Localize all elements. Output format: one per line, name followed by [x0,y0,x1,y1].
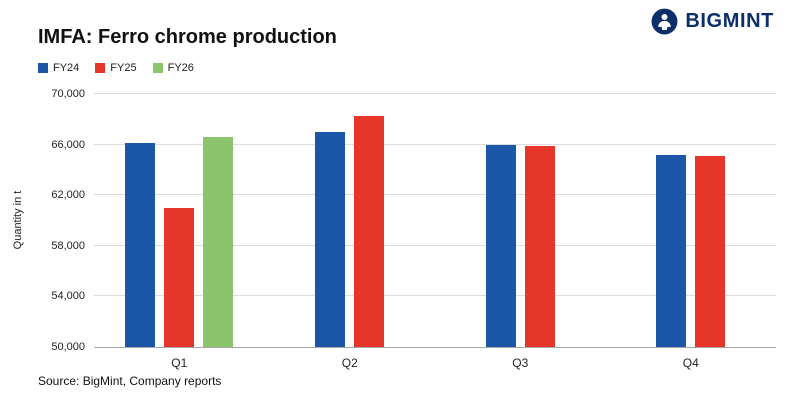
bar-fy24-q3 [485,144,516,347]
bar-fy24-q2 [315,131,346,347]
gridline [94,194,776,196]
y-axis-label: Quantity in t [12,190,24,250]
bar-group-q4 [606,94,777,347]
legend-swatch-fy26 [152,63,163,73]
x-axis: Q1 Q2 Q3 Q4 [94,356,776,370]
plot-area: 50,000 54,000 58,000 62,000 66,000 70,000 [51,88,776,353]
y-axis-tick: 58,000 [51,239,85,252]
x-axis-tick-q2: Q2 [341,356,358,370]
legend-item-fy25: FY25 [95,62,137,74]
legend-label-fy24: FY24 [53,62,80,74]
gridline [94,93,776,94]
bar-fy24-q4 [656,154,687,347]
chart-title: IMFA: Ferro chrome production [38,26,337,48]
legend-label-fy25: FY25 [110,62,137,74]
legend-item-fy26: FY26 [152,62,194,74]
brand-logo: BIGMINT [651,8,774,35]
bar-groups [94,94,776,347]
bar-group-q2 [265,94,436,347]
bar-fy25-q3 [524,145,555,347]
bar-group-q1 [94,94,265,347]
gridline [94,295,776,297]
source-note: Source: BigMint, Company reports [38,374,222,388]
x-axis-tick-q4: Q4 [682,356,699,370]
bar-fy25-q4 [695,156,726,347]
bar-fy25-q2 [354,115,385,347]
legend-swatch-fy24 [38,63,48,73]
y-axis-tick: 54,000 [51,290,85,303]
y-axis-tick: 50,000 [51,341,85,353]
y-axis-tick: 66,000 [51,138,85,151]
bar-fy25-q1 [164,207,195,347]
y-axis-tick: 62,000 [51,189,85,202]
x-axis-tick-q3: Q3 [512,356,529,370]
y-axis-tick: 70,000 [51,88,85,100]
brand-name: BIGMINT [685,10,774,32]
legend-label-fy26: FY26 [167,62,194,74]
gridline [94,143,776,145]
bar-fy24-q1 [125,143,156,347]
legend-item-fy24: FY24 [38,62,79,74]
gridline [94,244,776,246]
bar-group-q3 [435,94,606,347]
x-axis-tick-q1: Q1 [171,356,188,370]
bar-fy26-q1 [203,137,234,347]
legend: FY24 FY25 FY26 [38,62,194,74]
legend-swatch-fy25 [95,63,106,73]
bigmint-logo-icon [651,8,678,35]
